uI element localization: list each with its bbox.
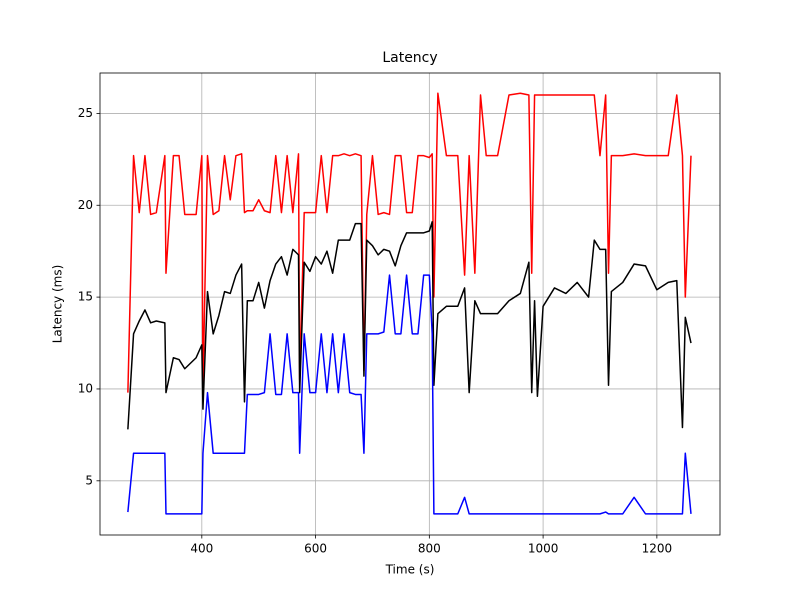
x-tick-label: 400 xyxy=(190,542,213,556)
y-tick-label: 25 xyxy=(78,106,93,120)
series-line xyxy=(127,92,692,393)
plot-frame xyxy=(99,72,721,536)
x-tick-label: 600 xyxy=(304,542,327,556)
y-tick-label: 20 xyxy=(78,198,93,212)
series-line xyxy=(127,221,692,430)
x-tick-label: 1200 xyxy=(642,542,673,556)
x-tick-label: 800 xyxy=(418,542,441,556)
x-tick-label: 1000 xyxy=(528,542,559,556)
y-axis-label: Latency (ms) xyxy=(51,265,65,344)
y-tick-label: 10 xyxy=(78,381,93,395)
x-axis-label: Time (s) xyxy=(385,563,435,577)
series-line xyxy=(127,274,692,515)
y-tick-label: 15 xyxy=(78,290,93,304)
chart-title: Latency xyxy=(382,50,437,66)
y-tick-label: 5 xyxy=(85,473,93,487)
